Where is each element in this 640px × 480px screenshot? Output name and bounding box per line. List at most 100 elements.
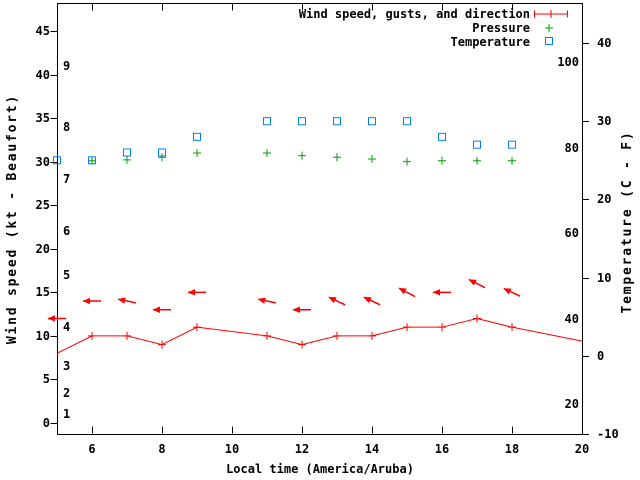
- temperature-point: [333, 117, 341, 126]
- x-axis-title: Local time (America/Aruba): [226, 462, 414, 476]
- gust-arrow-head: [117, 297, 126, 304]
- temperature-point: [368, 117, 376, 126]
- legend: Wind speed, gusts, and direction Pressur…: [299, 7, 568, 49]
- temperature-point: [123, 148, 131, 157]
- gust-direction-arrow: [503, 287, 521, 297]
- pressure-point: [333, 153, 341, 162]
- pressure-point: [263, 148, 271, 157]
- gust-direction-arrow: [398, 287, 416, 298]
- gust-arrow-head: [257, 297, 266, 304]
- gust-direction-arrow: [187, 289, 206, 296]
- wind-speed-point: [368, 331, 376, 340]
- temperature-point: [403, 117, 411, 126]
- gust-direction-arrow: [257, 297, 276, 304]
- gust-arrow-head: [187, 289, 195, 296]
- pressure-point: [508, 156, 516, 165]
- legend-wind-label: Wind speed, gusts, and direction: [299, 7, 530, 21]
- pressure-point: [403, 157, 411, 166]
- temperature-point: [263, 117, 271, 126]
- x-tick-label: 20: [575, 442, 589, 456]
- wind-speed-point: [263, 331, 271, 340]
- wind-speed-point: [508, 323, 516, 332]
- left-axis-title: Wind speed (kt - Beaufort): [5, 94, 20, 344]
- wind-speed-point: [193, 323, 201, 332]
- kt-tick-label: 15: [36, 285, 50, 299]
- gust-arrow-head: [503, 288, 512, 295]
- gust-direction-arrow: [468, 278, 486, 289]
- gust-arrow-head: [152, 306, 160, 313]
- temperature-point: [53, 156, 61, 165]
- celsius-tick-label: 30: [597, 114, 611, 128]
- right-axis-title: Temperature (C - F): [620, 131, 635, 314]
- kt-tick-label: 30: [36, 155, 50, 169]
- temperature-point: [438, 132, 446, 141]
- pressure-point: [368, 155, 376, 164]
- gust-arrow-head: [363, 297, 372, 304]
- pressure-point: [193, 148, 201, 157]
- legend-pressure-label: Pressure: [472, 21, 530, 35]
- kt-tick-label: 20: [36, 242, 50, 256]
- temperature-point: [508, 140, 516, 149]
- wind-speed-point: [88, 331, 96, 340]
- gust-arrow-head: [398, 287, 407, 295]
- x-tick-label: 10: [225, 442, 239, 456]
- temperature-point: [298, 117, 306, 126]
- kt-tick-label: 5: [43, 372, 50, 386]
- chart-dynamic-layer: 6 8 10 12 14 16 18 2005101520253035404512345678…: [36, 3, 619, 456]
- fahrenheit-label: 20: [565, 397, 579, 411]
- gust-arrow-head: [292, 306, 300, 313]
- beaufort-scale-label: 3: [63, 359, 70, 373]
- kt-tick-label: 0: [43, 416, 50, 430]
- gust-arrow-head: [432, 289, 440, 296]
- beaufort-scale-label: 5: [63, 268, 70, 282]
- gust-arrow-head: [82, 297, 90, 305]
- fahrenheit-label: 100: [557, 55, 579, 69]
- x-tick-label: 8: [158, 442, 165, 456]
- kt-tick-label: 25: [36, 198, 50, 212]
- beaufort-scale-label: 7: [63, 172, 70, 186]
- wind-speed-point: [438, 323, 446, 332]
- x-tick-label: 14: [365, 442, 379, 456]
- fahrenheit-label: 80: [565, 141, 579, 155]
- legend-temperature-marker: [545, 37, 553, 45]
- temperature-point: [193, 132, 201, 141]
- legend-pressure-marker: [545, 24, 553, 32]
- legend-temperature-label: Temperature: [451, 35, 530, 49]
- wind-speed-point: [158, 340, 166, 349]
- temperature-point: [158, 148, 166, 157]
- wind-speed-point: [473, 314, 481, 323]
- wind-speed-point: [333, 331, 341, 340]
- kt-tick-label: 40: [36, 68, 50, 82]
- celsius-tick-label: 0: [597, 349, 604, 363]
- fahrenheit-label: 60: [565, 226, 579, 240]
- gust-direction-arrow: [152, 306, 171, 313]
- x-tick-label: 6: [88, 442, 95, 456]
- beaufort-scale-label: 2: [63, 386, 70, 400]
- gust-direction-arrow: [117, 297, 136, 304]
- celsius-tick-label: -10: [597, 427, 619, 441]
- beaufort-scale-label: 9: [63, 59, 70, 73]
- gust-direction-arrow: [432, 289, 451, 296]
- gust-arrow-head: [468, 279, 477, 286]
- celsius-tick-label: 20: [597, 192, 611, 206]
- kt-tick-label: 10: [36, 329, 50, 343]
- gust-direction-arrow: [292, 306, 311, 313]
- beaufort-scale-label: 1: [63, 407, 70, 421]
- wind-speed-point: [403, 323, 411, 332]
- x-tick-label: 12: [295, 442, 309, 456]
- gust-direction-arrow: [363, 296, 381, 306]
- beaufort-scale-label: 8: [63, 120, 70, 134]
- pressure-point: [298, 151, 306, 160]
- gust-arrow-head: [328, 297, 337, 304]
- pressure-point: [473, 156, 481, 165]
- gust-direction-arrow: [82, 297, 101, 305]
- temperature-point: [473, 140, 481, 149]
- wind-speed-point: [123, 331, 131, 340]
- pressure-point: [438, 156, 446, 165]
- kt-tick-label: 35: [36, 111, 50, 125]
- legend-wind-sample: [534, 10, 568, 18]
- celsius-tick-label: 40: [597, 36, 611, 50]
- gust-direction-arrow: [328, 296, 346, 306]
